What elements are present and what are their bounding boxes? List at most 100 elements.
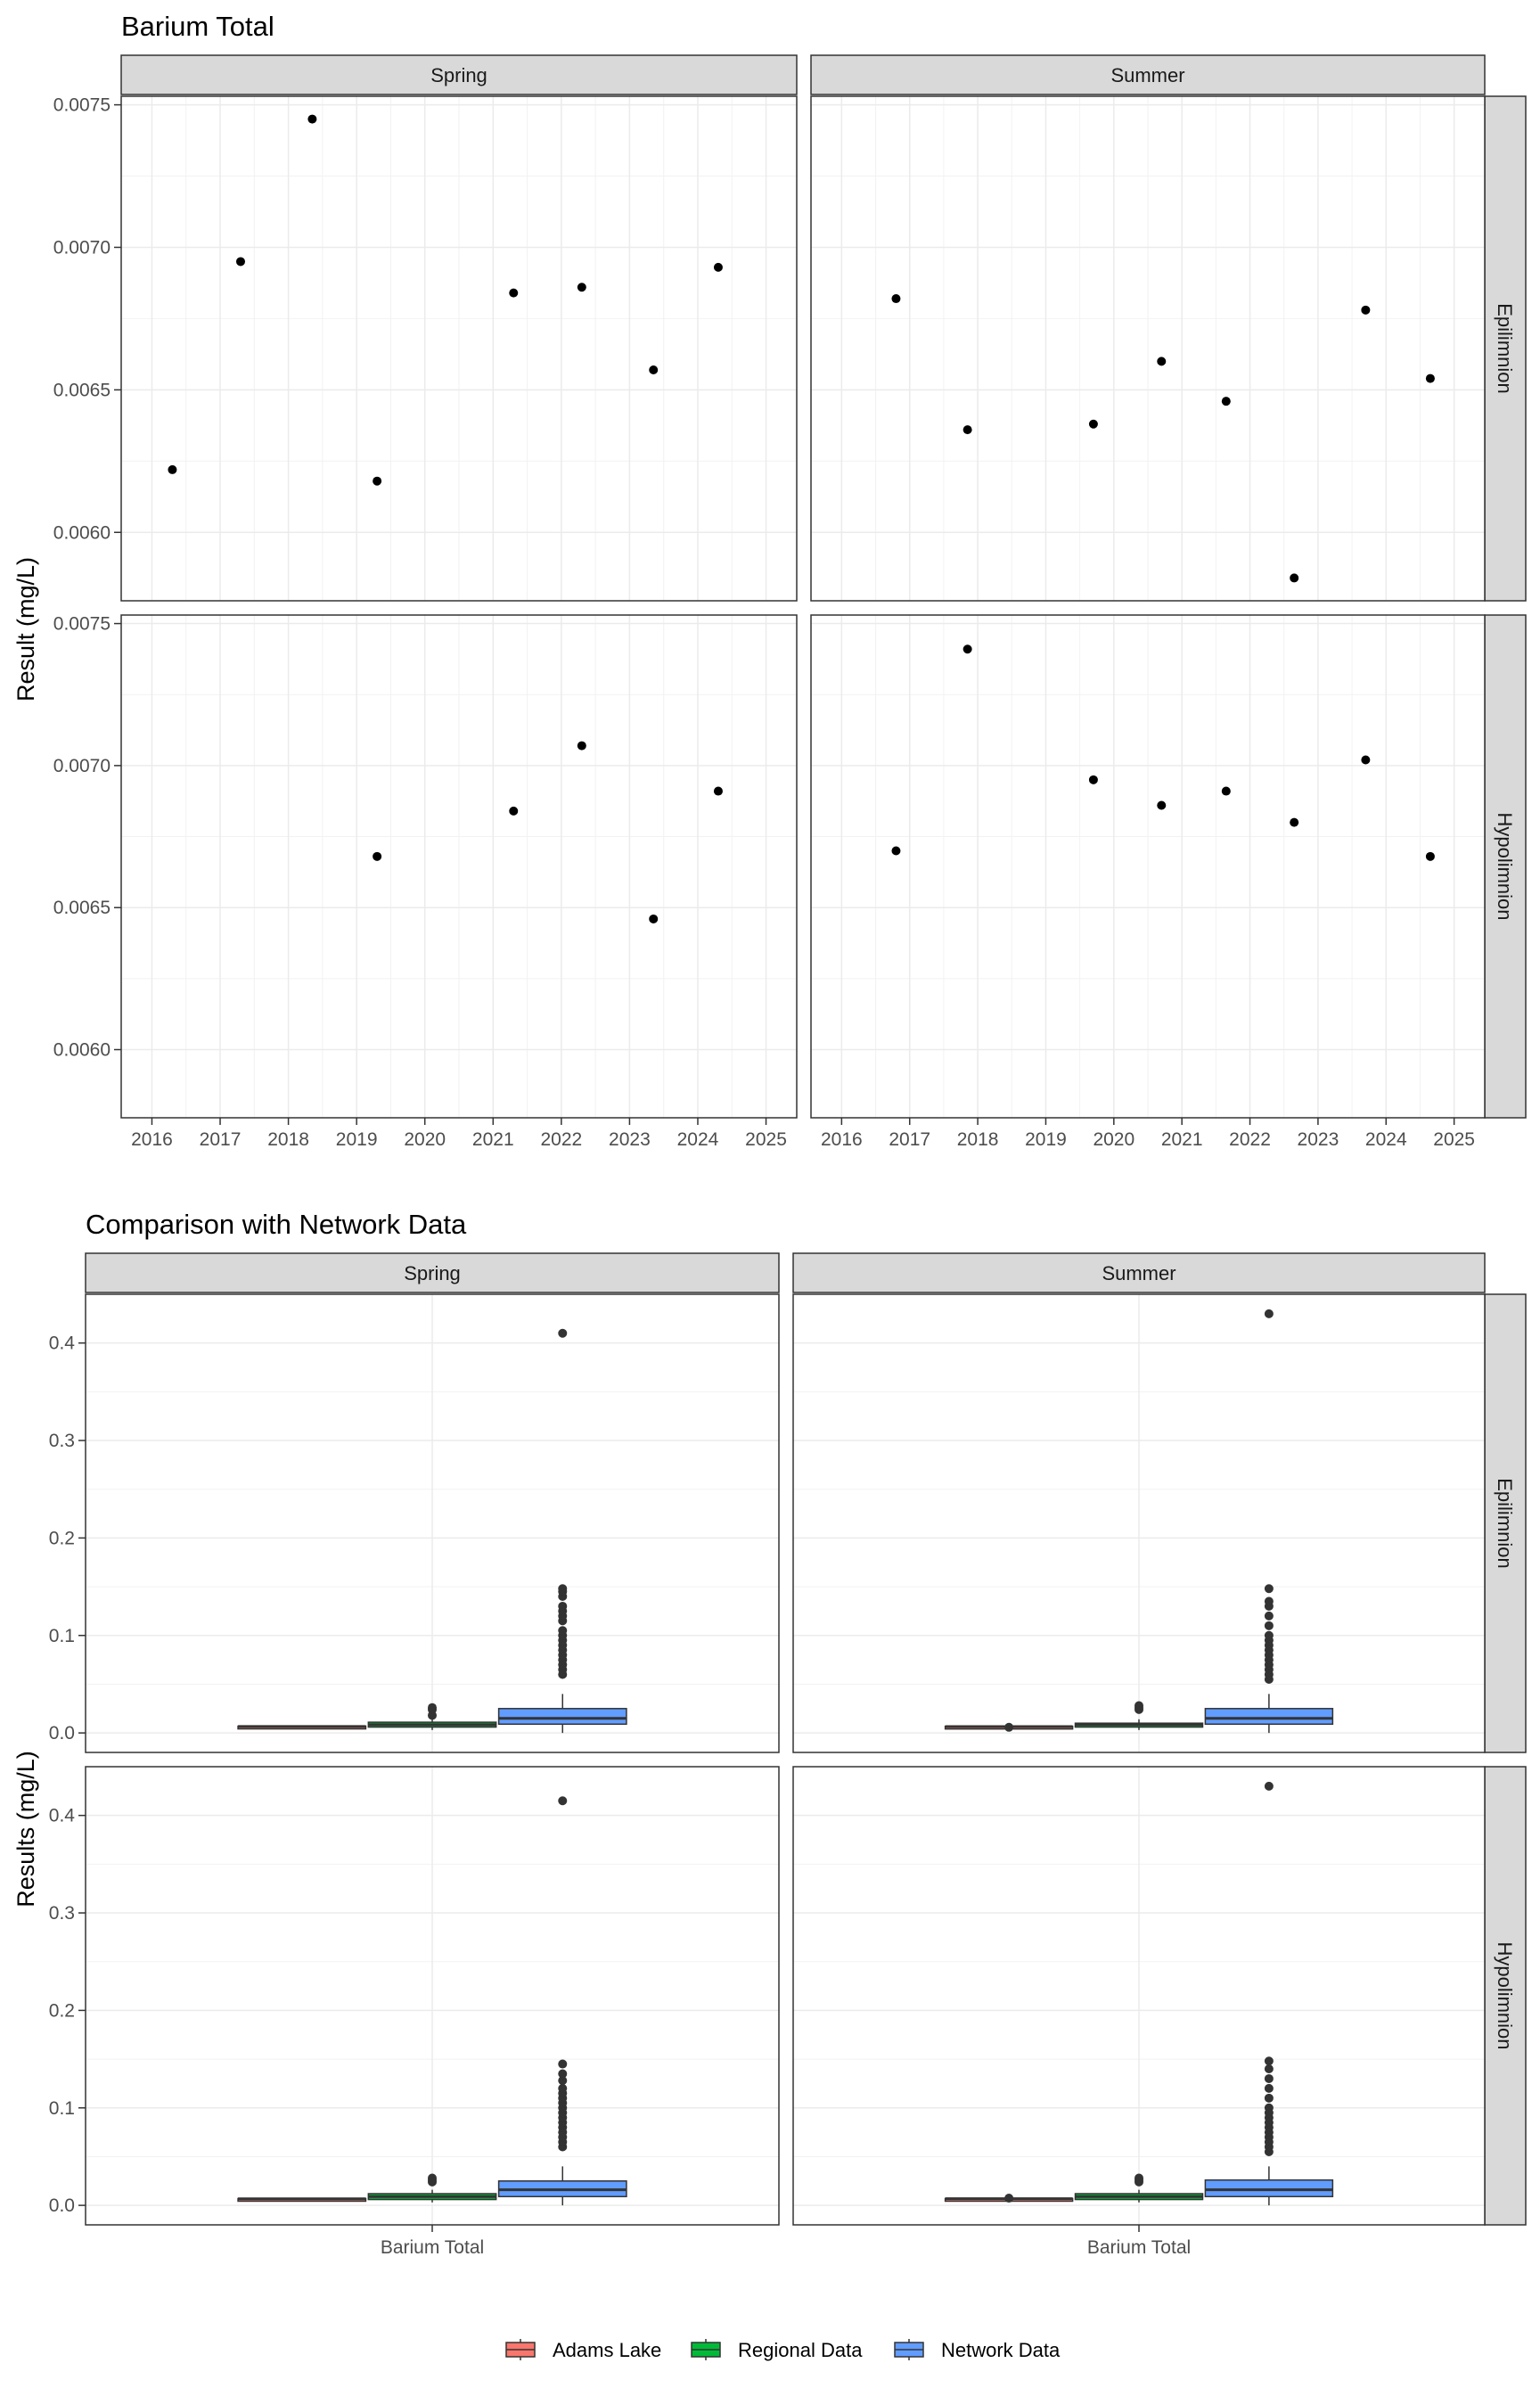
point-spring-epilimnion-6 [649,365,659,374]
point-spring-hypolimnion-1 [509,806,519,816]
point-summer-epilimnion-4 [1221,397,1231,406]
box-spring-hypolimnion-network-data [497,1796,627,2206]
point-summer-hypolimnion-2 [1088,775,1098,784]
network-comparison-chart: Comparison with Network Data Results (mg… [12,1209,1527,2361]
y-tick-label: 0.1 [49,1626,75,1646]
box-summer-epilimnion-adams-lake [944,1722,1074,1732]
outlier-summer-hypolimnion-adams-lake-0 [1004,2194,1014,2203]
outlier-summer-epilimnion-network-data-11 [1264,1611,1274,1621]
legend-item-regional-data: Regional Data [691,2339,863,2361]
point-summer-epilimnion-2 [1088,419,1098,429]
outlier-spring-hypolimnion-network-data-13 [558,2076,568,2086]
chart1-strip-hypolimnion-label: Hypolimnion [1494,812,1516,920]
outlier-spring-hypolimnion-network-data-14 [558,2069,568,2079]
x-tick-label: 2024 [677,1129,719,1150]
legend-label-network-data: Network Data [941,2339,1061,2361]
box-spring-epilimnion-network-data [497,1328,627,1734]
outlier-spring-epilimnion-regional-data-2 [428,1703,437,1712]
chart1-strip-spring-label: Spring [430,64,487,86]
x-tick-label: 2022 [540,1129,582,1150]
y-tick-label: 0.4 [49,1806,76,1826]
y-tick-label: 0.0075 [53,614,111,635]
x-tick-label: 2025 [1433,1129,1475,1150]
point-summer-hypolimnion-6 [1361,755,1371,765]
outlier-summer-hypolimnion-network-data-11 [1264,2083,1274,2093]
y-tick-label: 0.0060 [53,522,111,543]
point-summer-epilimnion-0 [891,294,901,304]
outlier-spring-epilimnion-network-data-17 [558,1328,568,1338]
outlier-spring-hypolimnion-network-data-16 [558,1796,568,1806]
point-spring-epilimnion-4 [509,288,519,298]
point-summer-hypolimnion-4 [1221,786,1231,796]
legend-label-adams-lake: Adams Lake [553,2339,661,2361]
outlier-summer-epilimnion-regional-data-2 [1135,1701,1143,1711]
outlier-summer-hypolimnion-network-data-9 [1264,2103,1274,2113]
box-summer-hypolimnion-regional-data [1074,2173,1204,2203]
x-tick-label: 2020 [404,1129,446,1150]
outlier-summer-hypolimnion-network-data-15 [1264,1781,1274,1791]
chart2-strip-spring: Spring [85,1252,780,1293]
chart2-strip-epilimnion-label: Epilimnion [1494,1478,1516,1569]
x-tick-label: 2017 [889,1129,930,1150]
outlier-spring-hypolimnion-regional-data-2 [428,2173,437,2183]
point-spring-epilimnion-1 [235,257,245,267]
chart1-strip-hypolimnion: Hypolimnion [1484,614,1527,1119]
chart1-strip-spring: Spring [120,54,798,95]
chart2-strip-epilimnion: Epilimnion [1484,1293,1527,1753]
x-tick-label: 2019 [1025,1129,1067,1150]
chart2-strip-summer: Summer [792,1252,1486,1293]
point-spring-epilimnion-2 [307,114,317,124]
point-summer-hypolimnion-1 [962,644,972,654]
x-tick-label: 2023 [1298,1129,1339,1150]
x-tick-label: 2016 [821,1129,863,1150]
chart2-title: Comparison with Network Data [86,1209,467,1240]
point-summer-epilimnion-6 [1361,305,1371,315]
box-summer-epilimnion-regional-data [1074,1701,1204,1730]
x-tick-label: 2024 [1365,1129,1407,1150]
box-spring-epilimnion-regional-data [367,1703,497,1730]
box-summer-hypolimnion-network-data [1204,1781,1334,2206]
y-tick-label: 0.3 [49,1431,75,1451]
outlier-summer-hypolimnion-network-data-10 [1264,2093,1274,2103]
y-tick-label: 0.0070 [53,756,111,776]
y-tick-label: 0.1 [49,2098,75,2119]
outlier-spring-epilimnion-network-data-9 [558,1626,568,1636]
chart1-title: Barium Total [121,11,274,42]
chart2-strip-spring-label: Spring [404,1262,461,1284]
outlier-summer-hypolimnion-regional-data-2 [1135,2173,1143,2183]
outlier-summer-hypolimnion-network-data-12 [1264,2073,1274,2083]
x-tick-label: 2017 [200,1129,242,1150]
y-tick-label: 0.0065 [53,898,111,918]
outlier-summer-epilimnion-network-data-14 [1264,1584,1274,1594]
point-summer-epilimnion-1 [962,425,972,435]
point-summer-hypolimnion-5 [1290,817,1299,827]
point-spring-hypolimnion-0 [373,851,382,861]
outlier-spring-hypolimnion-network-data-12 [558,2083,568,2093]
outlier-summer-epilimnion-adams-lake-0 [1004,1722,1014,1732]
point-summer-epilimnion-5 [1290,573,1299,583]
barium-total-chart: Barium Total Result (mg/L) Spring Summer… [12,11,1527,1150]
chart1-panel-summer-hypolimnion: 2016 2017 2018 2019 2020 2021 2022 2023 2024 2025 [810,614,1486,1150]
point-spring-epilimnion-0 [168,464,177,474]
chart2-x-tick-label-spring: Barium Total [381,2237,484,2258]
point-spring-epilimnion-7 [713,262,723,272]
chart2-panel-spring-hypolimnion: 0.0 0.1 0.2 0.3 0.4 [49,1766,780,2226]
point-spring-hypolimnion-4 [713,786,723,796]
chart2-panel-spring-epilimnion: 0.0 0.1 0.2 0.3 0.4 [49,1293,780,1753]
chart2-panel-summer-epilimnion [792,1293,1486,1753]
y-tick-label: 0.0060 [53,1040,111,1061]
chart2-legend: Adams Lake Regional Data Network Data [505,2339,1061,2361]
point-spring-epilimnion-3 [373,476,382,486]
y-tick-label: 0.0 [49,1723,75,1744]
y-tick-label: 0.0 [49,2195,75,2216]
point-spring-hypolimnion-2 [577,741,586,751]
chart1-y-axis-title: Result (mg/L) [12,557,39,702]
x-tick-label: 2025 [745,1129,787,1150]
y-tick-label: 0.3 [49,1903,75,1924]
chart1-strip-summer-label: Summer [1110,64,1184,86]
outlier-spring-hypolimnion-network-data-15 [558,2059,568,2069]
y-tick-label: 0.0065 [53,380,111,400]
point-summer-hypolimnion-7 [1425,851,1435,861]
x-tick-label: 2021 [472,1129,514,1150]
point-spring-hypolimnion-3 [649,914,659,923]
